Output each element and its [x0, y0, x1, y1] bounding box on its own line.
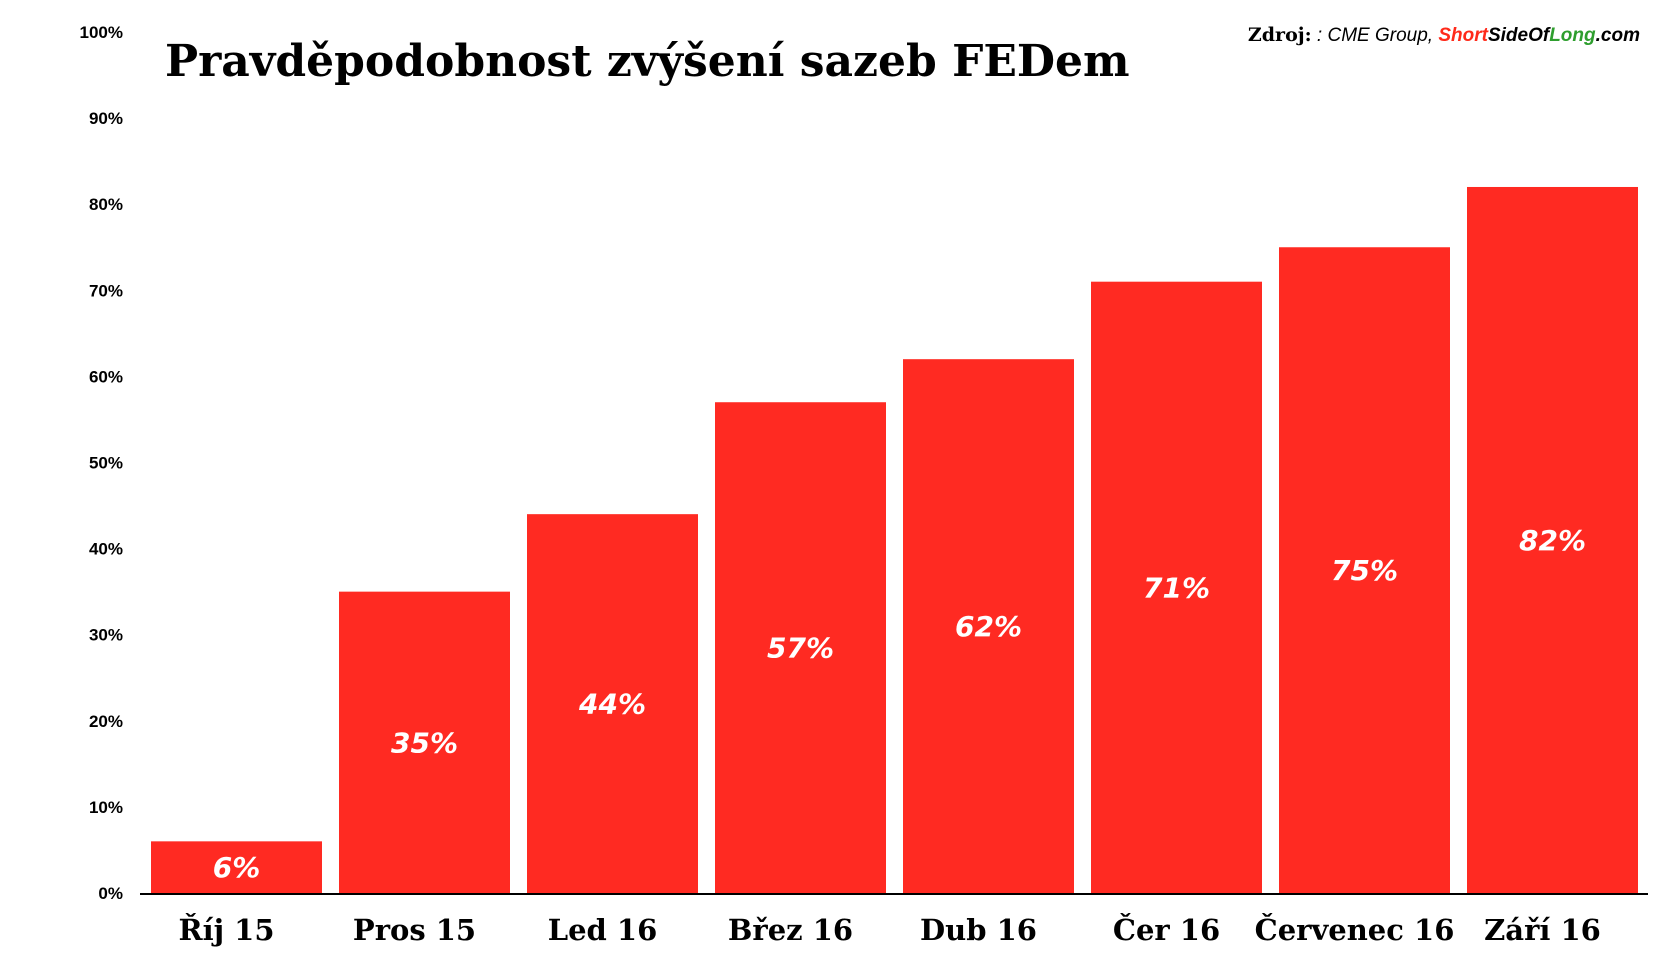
source-brand-long: Long: [1549, 25, 1596, 46]
bar: [527, 514, 698, 893]
bar-value-label: 35%: [391, 726, 458, 759]
source-note: Zdroj: : CME Group, ShortSideOfLong.com: [1248, 24, 1640, 47]
chart-title: Pravděpodobnost zvýšení sazeb FEDem: [165, 36, 1130, 87]
y-tick-label: 30%: [89, 626, 123, 645]
y-tick-label: 90%: [89, 109, 123, 128]
source-label: Zdroj:: [1247, 24, 1312, 46]
y-tick-label: 40%: [89, 540, 123, 559]
source-brand-short: Short: [1438, 25, 1488, 46]
bar: [1467, 186, 1638, 894]
bar-value-label: 82%: [1519, 524, 1586, 557]
y-tick-label: 50%: [89, 454, 123, 473]
x-category-label: Září 16: [1484, 913, 1601, 947]
y-tick-label: 70%: [89, 281, 123, 300]
x-category-label: Červenec 16: [1255, 912, 1455, 947]
bar: [1279, 247, 1450, 893]
source-brand-com: .com: [1595, 25, 1640, 46]
bar-value-label: 62%: [955, 610, 1022, 643]
bar: [339, 591, 510, 893]
source-brand-sideof: SideOf: [1487, 25, 1550, 46]
x-axis-labels: Říj 15 Pros 15 Led 16 Břez 16 Dub 16 Čer 16 Če…: [178, 912, 1600, 947]
bar-value-label: 57%: [767, 632, 834, 665]
data-labels-group: 6% 35% 44% 57% 62% 71% 75% 82%: [213, 524, 1586, 884]
bar-value-label: 71%: [1143, 571, 1210, 604]
x-category-label: Čer 16: [1113, 912, 1220, 947]
y-tick-label: 20%: [89, 712, 123, 731]
y-tick-label: 100%: [80, 23, 123, 42]
y-tick-label: 60%: [89, 367, 123, 386]
x-category-label: Říj 15: [178, 912, 274, 947]
x-category-label: Břez 16: [728, 913, 853, 947]
bar-value-label: 44%: [578, 688, 646, 721]
x-category-label: Dub 16: [920, 913, 1037, 947]
y-axis-ticks: 0% 10% 20% 30% 40% 50% 60% 70% 80% 90% 100%: [80, 23, 123, 903]
y-tick-label: 10%: [89, 798, 123, 817]
bar: [903, 359, 1074, 893]
x-category-label: Led 16: [548, 913, 658, 947]
bar-value-label: 6%: [213, 851, 261, 884]
y-tick-label: 0%: [98, 884, 123, 903]
bar: [715, 402, 886, 893]
source-text: : CME Group,: [1316, 25, 1434, 46]
bar-value-label: 75%: [1331, 554, 1398, 587]
bars-group: [151, 186, 1638, 894]
x-category-label: Pros 15: [353, 913, 476, 947]
y-tick-label: 80%: [89, 195, 123, 214]
bar: [1091, 281, 1262, 893]
bar: [151, 841, 322, 893]
